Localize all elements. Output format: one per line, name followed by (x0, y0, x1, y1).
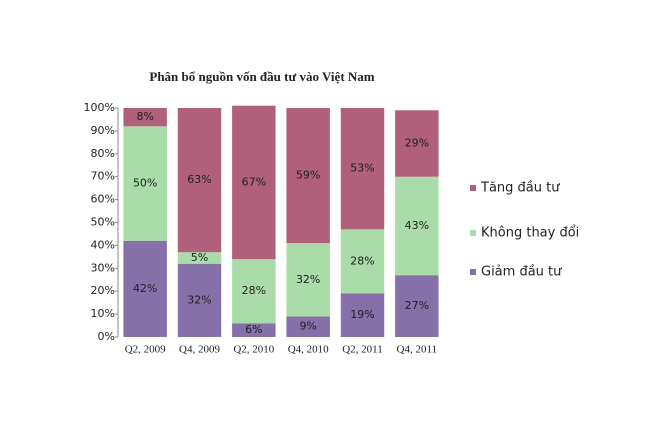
value-label: 32% (187, 293, 211, 306)
y-tick-label: 100% (84, 101, 115, 114)
bar-segment (395, 176, 439, 276)
x-tick-label: Q2, 2011 (342, 344, 383, 356)
x-tick-label: Q4, 2009 (179, 344, 220, 356)
y-tick-label: 80% (91, 147, 115, 160)
x-tick-label: Q4, 2010 (288, 344, 329, 356)
bar-segment (395, 110, 439, 177)
bar-segment (286, 316, 330, 337)
value-label: 67% (242, 175, 266, 188)
y-tick-label: 10% (91, 307, 115, 320)
value-label: 6% (245, 323, 262, 336)
value-label: 53% (350, 162, 374, 175)
bar-segment (232, 259, 276, 324)
value-label: 8% (136, 110, 153, 123)
y-tick-label: 20% (91, 284, 115, 297)
value-label: 5% (191, 251, 208, 264)
value-label: 42% (133, 282, 157, 295)
value-label: 32% (296, 273, 320, 286)
legend-label: Không thay đổi (481, 226, 579, 241)
bar-segment (177, 252, 222, 264)
y-tick-label: 0% (98, 330, 115, 343)
bar-segment (395, 275, 439, 337)
bar-segment (340, 293, 385, 337)
bar-segment (340, 229, 385, 294)
bar-segment (123, 126, 167, 241)
value-label: 28% (350, 254, 374, 267)
value-label: 43% (405, 219, 429, 232)
y-tick-label: 50% (91, 216, 115, 229)
value-label: 9% (299, 320, 316, 333)
x-tick-label: Q2, 2009 (125, 344, 166, 356)
bar-segment (232, 323, 276, 337)
x-tick-label: Q2, 2010 (233, 344, 274, 356)
value-label: 59% (296, 169, 320, 182)
bar-segment (177, 108, 222, 253)
legend-marker (470, 230, 476, 236)
value-label: 29% (405, 136, 429, 149)
legend-marker (470, 269, 476, 275)
legend-label: Tăng đầu tư (480, 181, 560, 196)
legend-marker (470, 185, 476, 191)
y-tick-label: 30% (91, 261, 115, 274)
bar-segment (177, 263, 222, 337)
y-tick-label: 40% (91, 238, 115, 251)
bar-segment (340, 108, 385, 230)
value-label: 19% (350, 308, 374, 321)
value-label: 27% (405, 299, 429, 312)
x-tick-label: Q4, 2011 (397, 344, 438, 356)
chart-title: Phân bổ nguồn vốn đầu tư vào Việt Nam (149, 69, 374, 84)
bar-segment (123, 240, 167, 337)
bar-segment (123, 108, 167, 127)
y-tick-label: 90% (91, 124, 115, 137)
value-label: 50% (133, 177, 157, 190)
bar-segment (232, 105, 276, 260)
y-tick-label: 70% (91, 170, 115, 183)
legend-label: Giảm đầu tư (481, 265, 562, 280)
value-label: 28% (242, 284, 266, 297)
bar-segment (286, 108, 330, 244)
bar-segment (286, 243, 330, 317)
y-tick-label: 60% (91, 193, 115, 206)
value-label: 63% (187, 173, 211, 186)
